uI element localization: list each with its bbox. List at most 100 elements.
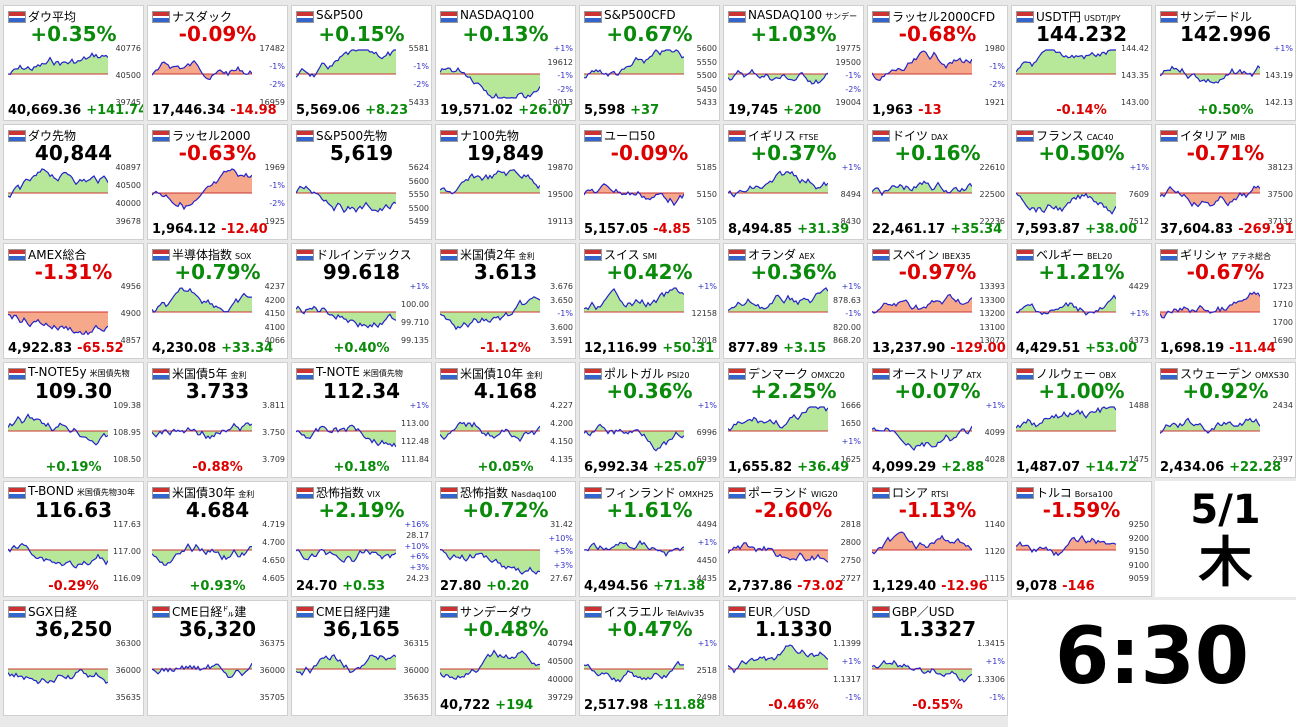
axis-label: 37500 [1267, 190, 1293, 199]
name-text: NASDAQ100 [748, 8, 823, 22]
axis-label: -2% [845, 84, 861, 94]
market-tile: 米国債5年 金利 3.733 3.811 3.750 3.709 -0.88% [147, 362, 288, 478]
spark-line [728, 170, 828, 198]
axis-label: 868.20 [833, 336, 861, 345]
bottom-row: 6,992.34 +25.07 [584, 460, 715, 475]
axis-label: 35635 [403, 693, 429, 702]
headline: 40,844 [34, 141, 113, 165]
name-text: イスラエル [604, 605, 664, 619]
spark-area [872, 532, 972, 554]
axis-label: 99.135 [401, 336, 429, 345]
tile-name: S&P500CFD [604, 8, 676, 22]
spark-line [8, 413, 108, 446]
spark-area [440, 650, 540, 680]
headline: +0.16% [894, 141, 981, 165]
spark-area [152, 663, 252, 678]
headline: 5,619 [329, 141, 394, 165]
flag [1160, 11, 1178, 23]
name-text: デンマーク [748, 367, 809, 381]
sparkline [440, 421, 540, 443]
axis-label: +1% [697, 282, 717, 291]
flag [872, 249, 890, 261]
axis-label: 2434 [1272, 401, 1293, 410]
market-tile: USDT円 USDT/JPY 144.232 144.42 143.35 143.00 -0… [1011, 5, 1152, 121]
axis-label: 144.42 [1121, 44, 1149, 53]
axis-label: 4028 [984, 455, 1005, 464]
spark-area [728, 542, 828, 563]
bottom-row: 8,494.85 +31.39 [728, 222, 859, 237]
sparkline [440, 296, 540, 331]
tile-name: イタリア MIB [1180, 127, 1245, 144]
market-tile: フィンランド OMXH25 +1.61% 4494 +1% 4450 4435 4,494.5… [579, 481, 720, 597]
tile-name: オランダ AEX [748, 246, 815, 263]
market-tile: ドイツ DAX +0.16% 22610 22500 22236 22,461.17 +35.… [867, 124, 1008, 240]
bottom-change: -1.12% [480, 341, 531, 356]
axis-label: 9150 [1128, 547, 1149, 556]
flag [1160, 368, 1178, 380]
headline: +0.72% [462, 498, 549, 522]
sparkline [728, 406, 828, 432]
axis-label: 36000 [259, 666, 285, 675]
name-text: 米国債2年 [460, 248, 516, 262]
name-text: 米国債5年 [172, 367, 228, 381]
axis-label: 4900 [120, 309, 141, 318]
headline: +0.37% [750, 141, 837, 165]
axis-label: 4857 [120, 336, 141, 345]
axis-label: 13393 [979, 282, 1005, 291]
axis-label: 5600 [696, 44, 717, 53]
axis-label: 38123 [1267, 163, 1293, 172]
sparkline [8, 668, 108, 685]
headline: 109.30 [34, 379, 113, 403]
weekday: 木 [1198, 531, 1253, 594]
axis-label: 4494 [696, 520, 717, 529]
spark-line [872, 659, 972, 683]
axis-label: 40500 [115, 71, 141, 80]
flag [728, 368, 746, 380]
bottom-row: 40,722 +194 [440, 698, 571, 713]
sparkline [296, 424, 396, 448]
name-text: ナ100先物 [460, 129, 519, 143]
spark-line [296, 185, 396, 214]
axis-label: 40897 [115, 163, 141, 172]
axis-label: 4.200 [550, 419, 573, 428]
flag [728, 606, 746, 618]
price: 1,698.19 [1160, 341, 1225, 356]
sparkline [440, 548, 540, 575]
bottom-row: 1,698.19 -11.44 [1160, 341, 1291, 356]
sparkline [872, 425, 972, 452]
axis-label: 3.600 [550, 322, 573, 332]
spark-area [728, 645, 828, 673]
name-text: ポルトガル [604, 367, 665, 381]
spark-line [728, 542, 828, 563]
sparkline [1016, 406, 1116, 432]
headline: 112.34 [322, 379, 401, 403]
spark-area [872, 294, 972, 314]
bottom-change: +0.19% [45, 460, 102, 475]
spark-line [440, 421, 540, 443]
axis-label: 4429 [1128, 282, 1149, 291]
market-tile: 恐怖指数 VIX +2.19% +16% 28.17 +10% +6% +3% 24.23 24.… [291, 481, 432, 597]
axis-label: 6939 [696, 455, 717, 464]
bottom-row: 27.80 +0.20 [440, 579, 571, 594]
axis-label: 2518 [696, 666, 717, 675]
spark-line [152, 662, 252, 679]
sparkline [152, 287, 252, 314]
spark-line [296, 49, 396, 78]
flag [296, 130, 314, 142]
flag [728, 249, 746, 261]
spark-line [728, 68, 828, 85]
spark-line [440, 649, 540, 680]
spark-area [8, 543, 108, 568]
axis-label: +1% [985, 657, 1005, 666]
sparkline [296, 548, 396, 563]
tile-name: スイス SMI [604, 246, 657, 263]
sparkline [8, 168, 108, 199]
market-tile: ギリシャ アテネ総合 -0.67% 1723 1710 1700 1690 1,698.19-… [1155, 243, 1296, 359]
change: +11.88 [653, 698, 706, 713]
sub-name: Nasdaq100 [511, 490, 557, 499]
axis-label: 2800 [840, 538, 861, 547]
flag [8, 606, 26, 618]
axis-label: -2% [989, 80, 1005, 89]
headline: -2.60% [754, 498, 833, 522]
spark-line [1160, 291, 1260, 319]
